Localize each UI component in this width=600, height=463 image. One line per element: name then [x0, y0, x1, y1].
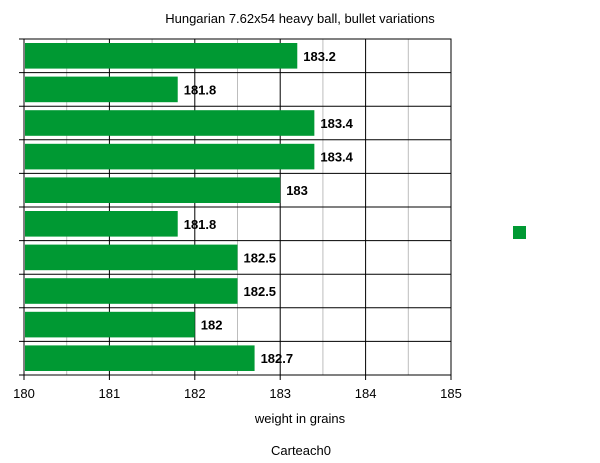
- plot-frame: [23, 38, 452, 376]
- bar: [25, 244, 238, 271]
- bar-value-label: 183.4: [320, 116, 353, 131]
- bar-value-label: 182: [201, 318, 223, 333]
- bar: [25, 278, 238, 304]
- x-tick-label: 184: [355, 386, 377, 401]
- bar-value-label: 183: [286, 183, 308, 198]
- bars: [25, 43, 315, 371]
- bar-value-label: 183.4: [320, 150, 353, 165]
- bar: [25, 177, 281, 203]
- x-tick-label: 180: [13, 386, 35, 401]
- bar: [25, 76, 178, 103]
- x-tick-label: 181: [99, 386, 121, 401]
- bar: [25, 311, 195, 338]
- chart-title: Hungarian 7.62x54 heavy ball, bullet var…: [165, 11, 435, 26]
- bar-value-label: 181.8: [184, 217, 217, 232]
- bar-value-label: 183.2: [303, 49, 336, 64]
- bar: [25, 110, 315, 136]
- chart-caption: Carteach0: [271, 443, 331, 458]
- legend-swatch: [513, 226, 526, 239]
- bar: [25, 211, 178, 237]
- x-tick-label: 182: [184, 386, 206, 401]
- x-tick-label: 185: [440, 386, 462, 401]
- bar: [25, 143, 315, 170]
- x-axis-ticks: 180 181 182 183 184 185: [13, 375, 462, 401]
- bar-value-label: 181.8: [184, 82, 217, 97]
- bar: [25, 345, 255, 371]
- bar-value-label: 182.5: [244, 284, 277, 299]
- bar-value-label: 182.7: [261, 351, 294, 366]
- x-tick-label: 183: [269, 386, 291, 401]
- x-axis-label: weight in grains: [254, 411, 346, 426]
- bar-value-label: 182.5: [244, 250, 277, 265]
- bar: [25, 43, 298, 69]
- data-labels: 183.2 181.8 183.4 183.4 183 181.8 182.5 182.5 18…: [184, 49, 354, 366]
